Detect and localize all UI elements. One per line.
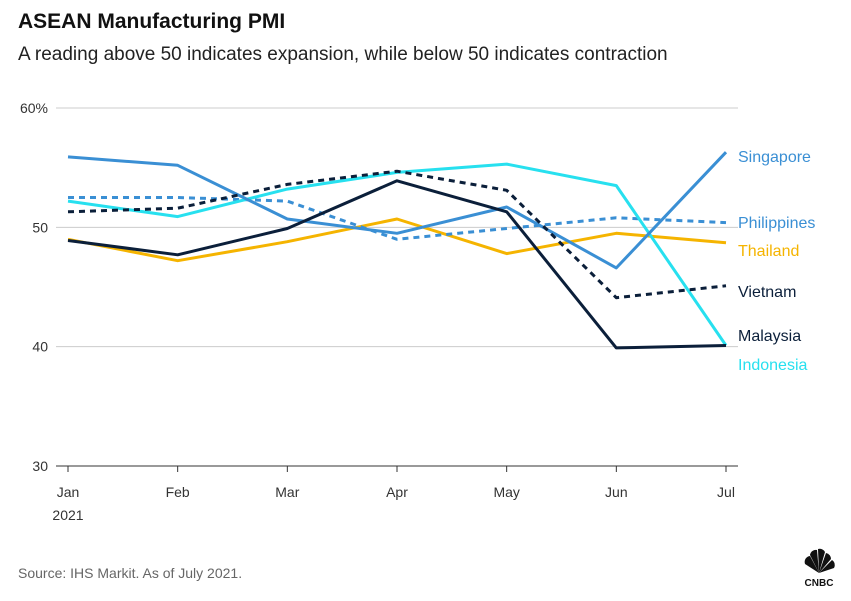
source-note: Source: IHS Markit. As of July 2021. <box>18 565 243 581</box>
x-tick-year-label: 2021 <box>52 507 83 523</box>
series-line-vietnam <box>67 169 727 300</box>
y-tick-label: 30 <box>32 458 48 474</box>
x-tick-label: Feb <box>166 484 190 500</box>
y-tick-label: 40 <box>32 339 48 355</box>
series-label-singapore: Singapore <box>738 149 811 166</box>
series-line-singapore <box>67 151 728 270</box>
lines-layer <box>67 151 728 350</box>
chart-subtitle: A reading above 50 indicates expansion, … <box>18 44 668 65</box>
x-tick-label: Mar <box>275 484 299 500</box>
cnbc-logo: CNBC <box>804 548 835 589</box>
svg-text:CNBC: CNBC <box>805 578 834 589</box>
series-label-vietnam: Vietnam <box>738 284 796 301</box>
peacock-icon <box>804 548 835 573</box>
x-tick-label: Apr <box>386 484 408 500</box>
chart-title: ASEAN Manufacturing PMI <box>18 10 286 33</box>
series-line-thailand <box>67 217 727 263</box>
y-tick-label: 50 <box>32 219 48 235</box>
y-tick-label: 60% <box>20 100 48 116</box>
series-label-philippines: Philippines <box>738 215 815 232</box>
series-label-malaysia: Malaysia <box>738 328 801 345</box>
x-tick-label: Jun <box>605 484 628 500</box>
x-tick-label: Jul <box>717 484 735 500</box>
series-line-philippines <box>68 196 727 241</box>
axis-layer: 60% 50 40 30 Jan Feb Mar Apr May Jun Jul 2021 <box>20 100 738 523</box>
series-label-indonesia: Indonesia <box>738 357 807 374</box>
series-labels: Singapore Philippines Thailand Vietnam Malay… <box>738 149 815 374</box>
x-tick-label: May <box>493 484 519 500</box>
grid-layer <box>56 107 738 348</box>
series-line-malaysia <box>67 179 727 350</box>
x-tick-label: Jan <box>57 484 80 500</box>
series-label-thailand: Thailand <box>738 243 799 260</box>
